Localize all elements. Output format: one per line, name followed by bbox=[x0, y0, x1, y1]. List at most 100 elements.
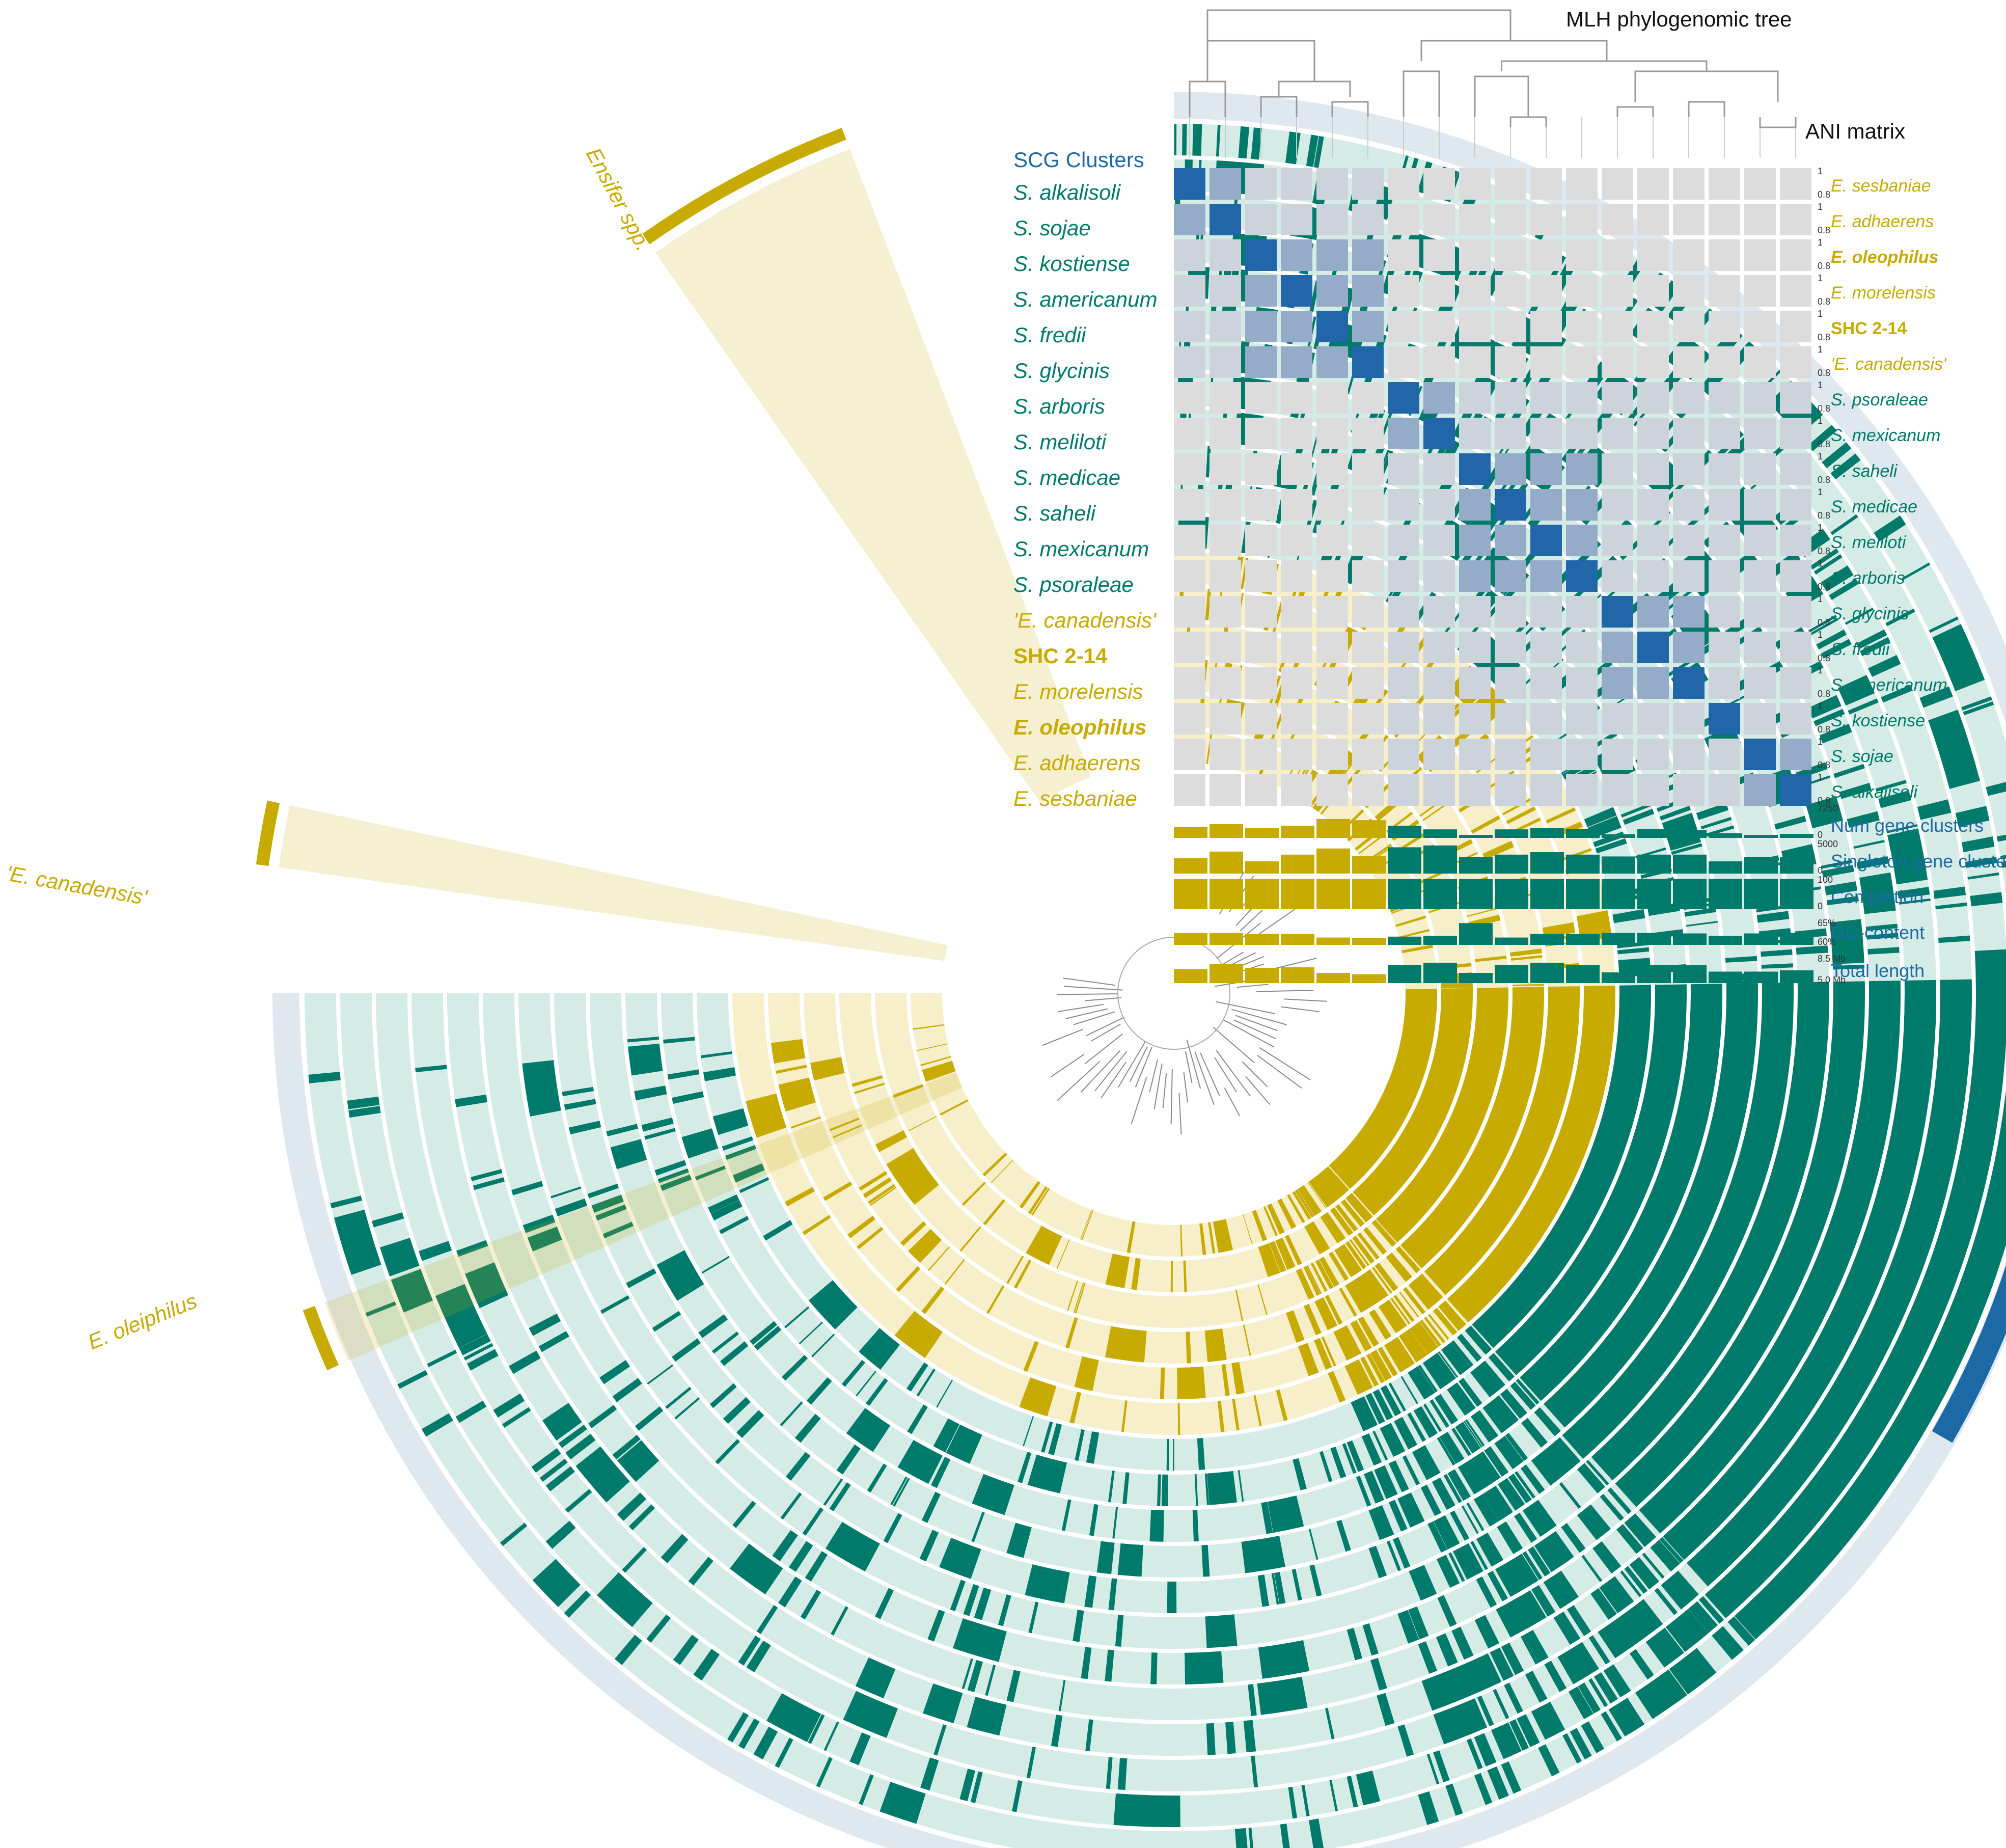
singleton-block bbox=[334, 1209, 380, 1270]
layer-bar bbox=[1709, 833, 1742, 838]
gene-cluster-mark bbox=[1576, 1069, 1608, 1079]
ani-cell bbox=[1210, 346, 1241, 378]
gene-cluster-mark bbox=[1449, 1118, 1479, 1132]
ani-row-label: S. kostiense bbox=[1831, 711, 1925, 730]
gene-cluster-mark bbox=[1418, 1793, 1432, 1825]
gene-cluster-mark bbox=[1588, 1405, 1616, 1433]
gene-cluster-mark bbox=[1888, 1137, 1921, 1152]
ani-cell bbox=[1459, 382, 1491, 414]
gene-cluster-mark bbox=[1587, 1154, 1619, 1172]
gene-cluster-mark bbox=[1933, 886, 1966, 899]
ani-cell bbox=[1673, 774, 1705, 806]
gene-cluster-mark bbox=[1436, 1634, 1457, 1667]
ani-row-label: S. glycinis bbox=[1831, 604, 1909, 623]
gene-cluster-mark bbox=[1601, 1711, 1622, 1742]
gene-cluster-mark bbox=[1108, 1578, 1117, 1611]
singleton-block bbox=[908, 1229, 942, 1263]
gene-cluster-mark bbox=[1898, 1082, 1931, 1096]
core-block bbox=[1353, 988, 1473, 1216]
gene-cluster-mark bbox=[644, 1128, 676, 1140]
gene-cluster-mark bbox=[1548, 1157, 1579, 1174]
ani-cell bbox=[1316, 560, 1348, 592]
gene-cluster-mark bbox=[1372, 1430, 1388, 1461]
gene-cluster-mark bbox=[1478, 1362, 1503, 1391]
gene-cluster-mark bbox=[1027, 1454, 1067, 1493]
ani-cell bbox=[1174, 168, 1205, 200]
gene-cluster-mark bbox=[455, 1400, 487, 1423]
gene-cluster-mark bbox=[397, 1370, 428, 1389]
gene-cluster-mark bbox=[551, 1186, 582, 1199]
gene-cluster-mark bbox=[1309, 1181, 1328, 1208]
gene-cluster-mark bbox=[1629, 1649, 1654, 1680]
gene-cluster-mark bbox=[1475, 1367, 1497, 1393]
layer-label: Total length bbox=[1831, 960, 1925, 981]
gene-cluster-mark bbox=[1067, 1280, 1079, 1311]
gene-cluster-mark bbox=[1446, 1342, 1471, 1371]
layer-bar bbox=[1637, 879, 1671, 909]
gene-cluster-mark bbox=[1441, 1300, 1467, 1328]
gene-cluster-mark bbox=[1438, 1351, 1459, 1378]
ani-cell bbox=[1495, 453, 1526, 485]
ani-cell bbox=[1780, 560, 1811, 592]
gene-cluster-dendrogram bbox=[1042, 871, 1327, 1135]
layer-bar bbox=[1566, 879, 1600, 909]
gene-cluster-mark bbox=[1474, 1616, 1496, 1649]
gene-cluster-mark bbox=[1519, 1202, 1554, 1232]
ani-cell bbox=[1530, 596, 1562, 628]
gene-cluster-mark bbox=[1508, 1597, 1533, 1631]
ani-cell bbox=[1245, 168, 1277, 200]
ani-scale-min: 0.8 bbox=[1818, 296, 1830, 307]
genome-label: E. adhaerens bbox=[1013, 751, 1141, 775]
gene-cluster-mark bbox=[1028, 1601, 1039, 1634]
gene-cluster-mark bbox=[1570, 1728, 1592, 1760]
gene-cluster-mark bbox=[1461, 1505, 1479, 1534]
gene-cluster-mark bbox=[1864, 1048, 1899, 1081]
gene-cluster-mark bbox=[1105, 1649, 1114, 1682]
core-block bbox=[1615, 981, 1865, 1507]
ani-cell bbox=[1210, 560, 1241, 592]
ani-cell bbox=[1423, 346, 1455, 378]
ani-cell bbox=[1495, 239, 1526, 271]
gene-cluster-mark bbox=[349, 1260, 381, 1275]
ani-scale-min: 0.8 bbox=[1818, 510, 1830, 521]
layer-bar bbox=[1316, 879, 1350, 909]
gene-cluster-mark bbox=[754, 1325, 782, 1350]
ani-cell bbox=[1602, 525, 1633, 556]
gene-cluster-mark bbox=[1586, 1504, 1611, 1533]
gene-cluster-mark bbox=[1368, 1545, 1387, 1579]
gene-cluster-mark bbox=[1524, 1266, 1551, 1289]
gene-cluster-mark bbox=[1490, 1647, 1514, 1681]
gene-cluster-mark bbox=[1232, 1362, 1245, 1395]
layer-bar bbox=[1530, 934, 1564, 945]
gene-cluster-mark bbox=[1961, 836, 1995, 852]
gene-cluster-mark bbox=[1642, 1553, 1665, 1579]
gene-cluster-mark bbox=[883, 1513, 902, 1543]
gene-cluster-mark bbox=[421, 1413, 453, 1437]
ani-cell bbox=[1316, 739, 1348, 770]
gene-cluster-mark bbox=[1389, 1501, 1405, 1532]
ani-scale-min: 0.8 bbox=[1818, 261, 1830, 271]
gene-cluster-mark bbox=[1297, 1187, 1317, 1216]
gene-cluster-mark bbox=[1424, 1791, 1439, 1823]
gene-cluster-mark bbox=[1751, 1436, 1780, 1461]
ani-cell bbox=[1423, 739, 1455, 770]
gene-cluster-mark bbox=[1452, 1548, 1474, 1580]
gene-cluster-mark bbox=[1423, 1403, 1442, 1432]
gene-cluster-mark bbox=[1271, 1573, 1279, 1605]
gene-cluster-mark bbox=[1467, 908, 1498, 917]
ani-cell bbox=[1602, 632, 1633, 663]
gene-cluster-mark bbox=[1534, 1410, 1558, 1436]
gene-cluster-mark bbox=[1689, 1190, 1720, 1205]
gene-cluster-mark bbox=[1939, 745, 1980, 787]
gene-cluster-mark bbox=[1758, 1022, 1793, 1062]
ani-cell bbox=[1709, 632, 1740, 663]
ani-cell bbox=[1245, 525, 1277, 556]
tree-branch bbox=[1206, 9, 1512, 41]
gene-cluster-mark bbox=[1442, 1431, 1465, 1462]
gene-cluster-mark bbox=[1541, 1064, 1573, 1072]
gene-cluster-mark bbox=[1619, 1698, 1645, 1730]
gene-cluster-mark bbox=[1458, 1463, 1480, 1494]
gene-cluster-mark bbox=[1441, 984, 1473, 989]
singleton-block bbox=[1216, 1219, 1233, 1253]
gene-cluster-mark bbox=[944, 1259, 965, 1285]
